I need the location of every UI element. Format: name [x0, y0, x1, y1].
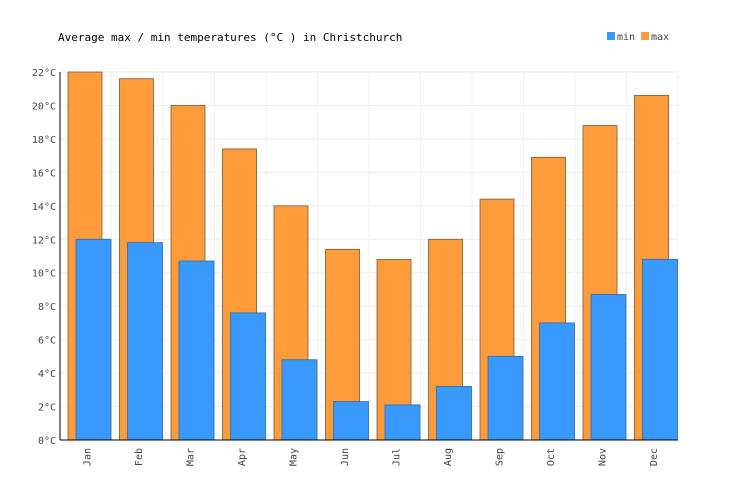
y-tick-label: 0°C [38, 436, 56, 447]
bar-min-apr [230, 312, 266, 441]
y-tick-label: 18°C [32, 135, 56, 146]
x-tick-label: May [288, 448, 299, 466]
legend-label-min: min [617, 32, 635, 43]
x-tick-label: Jun [340, 448, 351, 466]
bar-min-feb [127, 242, 163, 441]
y-tick-label: 16°C [32, 168, 56, 179]
y-tick-label: 6°C [38, 336, 56, 347]
bar-min-mar [178, 260, 215, 441]
y-tick-label: 4°C [38, 369, 56, 380]
x-tick-label: Aug [443, 448, 454, 466]
x-axis-labels: Jan Feb Mar Apr May Jun Jul Aug Sep Oct Nov Dec [82, 448, 660, 466]
bar-min-may [281, 359, 318, 441]
y-tick-label: 14°C [32, 202, 56, 213]
x-tick-label: Jul [391, 448, 402, 466]
x-tick-label: Dec [649, 448, 660, 466]
x-tick-label: Nov [597, 448, 608, 466]
y-tick-label: 8°C [38, 302, 56, 313]
x-tick-label: Sep [494, 448, 505, 466]
chart-title: Average max / min temperatures (°C ) in … [58, 31, 402, 44]
legend-swatch-max [641, 32, 649, 40]
bar-min-jan [75, 238, 112, 441]
y-tick-label: 2°C [38, 403, 56, 414]
bar-min-nov [590, 294, 627, 441]
legend: min max [607, 32, 669, 43]
bars-min [75, 238, 678, 441]
legend-label-max: max [651, 32, 669, 43]
y-tick-label: 20°C [32, 101, 56, 112]
y-axis-labels: 0°C 2°C 4°C 6°C 8°C 10°C 12°C 14°C 16°C 18°C 20°C 2… [32, 68, 56, 447]
bar-min-oct [539, 322, 575, 441]
y-tick-label: 12°C [32, 235, 56, 246]
x-tick-label: Mar [185, 448, 196, 466]
bar-min-jul [384, 404, 421, 441]
x-tick-label: Apr [237, 448, 248, 466]
y-tick-label: 10°C [32, 269, 56, 280]
bar-min-jun [333, 401, 369, 441]
axes [59, 72, 678, 441]
bar-min-dec [642, 258, 678, 441]
x-tick-label: Feb [134, 448, 145, 466]
grid [59, 71, 679, 441]
x-tick-label: Jan [82, 448, 93, 466]
y-tick-label: 22°C [32, 68, 56, 79]
bar-min-aug [436, 386, 472, 441]
x-tick-label: Oct [546, 448, 557, 466]
bar-min-sep [487, 355, 524, 441]
legend-swatch-min [607, 32, 615, 40]
